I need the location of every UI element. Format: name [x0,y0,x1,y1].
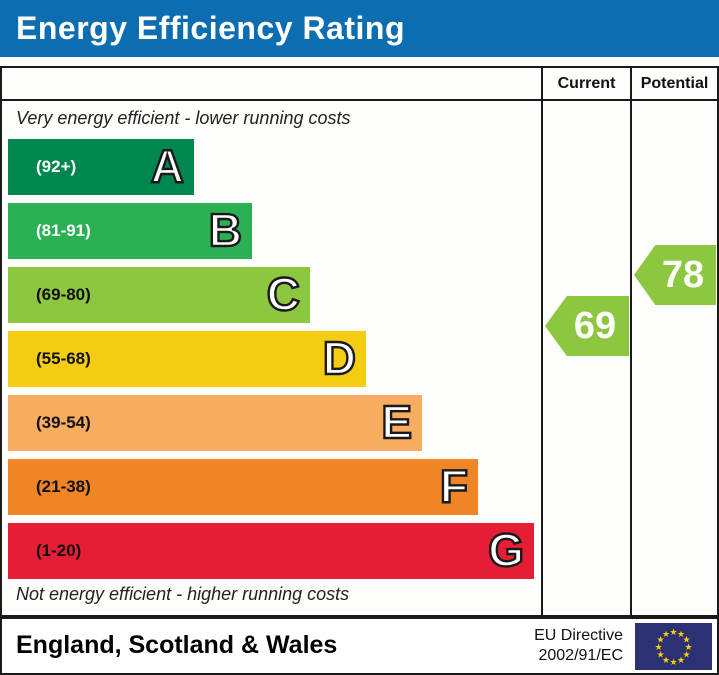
eu-directive-label: EU Directive 2002/91/EC [534,626,623,666]
svg-text:★: ★ [669,658,677,668]
title-bar: Energy Efficiency Rating [0,0,719,57]
svg-text:★: ★ [656,651,664,661]
band-d-letter: D [322,331,358,385]
potential-rating-arrow: 78 [634,245,716,305]
band-f-letter: F [439,459,470,513]
band-e-letter: E [380,395,413,449]
band-d: (55-68) D [8,331,366,387]
band-g-letter: G [487,523,525,577]
column-header-potential: Potential [640,75,709,92]
caption-very-efficient: Very energy efficient - lower running co… [16,108,351,128]
band-b-range: (81-91) [36,221,91,240]
band-g-range: (1-20) [36,541,82,560]
svg-text:★: ★ [682,651,690,661]
band-e: (39-54) E [8,395,422,451]
eu-directive-line2: 2002/91/EC [538,647,623,664]
page-title: Energy Efficiency Rating [16,10,405,46]
band-c-range: (69-80) [36,285,91,304]
footer: England, Scotland & Wales EU Directive 2… [0,617,719,675]
svg-text:★: ★ [677,630,685,640]
potential-rating-value: 78 [661,254,705,296]
band-c: (69-80) C [8,267,310,323]
current-rating-arrow: 69 [545,296,629,356]
region-label: England, Scotland & Wales [16,631,338,659]
band-c-letter: C [266,267,302,321]
band-a-letter: A [150,139,186,193]
svg-text:★: ★ [669,628,677,638]
svg-text:★: ★ [662,656,670,666]
column-divider-current [541,68,543,615]
band-e-range: (39-54) [36,413,91,432]
band-f-range: (21-38) [36,477,91,496]
band-f: (21-38) F [8,459,478,515]
rating-table: Current Potential Very energy efficient … [0,66,719,617]
band-a-range: (92+) [36,157,77,176]
current-rating-value: 69 [573,305,617,347]
svg-text:★: ★ [656,636,664,646]
column-divider-potential [630,68,632,615]
svg-text:★: ★ [662,630,670,640]
band-a: (92+) A [8,139,194,195]
svg-text:★: ★ [654,643,662,653]
eu-directive-line1: EU Directive [534,627,623,644]
band-g: (1-20) G [8,523,534,579]
band-d-range: (55-68) [36,349,91,368]
svg-text:★: ★ [677,656,685,666]
column-header-current: Current [557,75,616,92]
caption-not-efficient: Not energy efficient - higher running co… [16,584,350,604]
header-divider [2,99,717,101]
svg-text:★: ★ [682,636,690,646]
svg-text:★: ★ [684,643,692,653]
eu-flag-icon: ★ ★ ★ ★ ★ ★ ★ ★ ★ ★ ★ ★ [635,623,712,670]
band-b-letter: B [208,203,244,257]
band-b: (81-91) B [8,203,252,259]
